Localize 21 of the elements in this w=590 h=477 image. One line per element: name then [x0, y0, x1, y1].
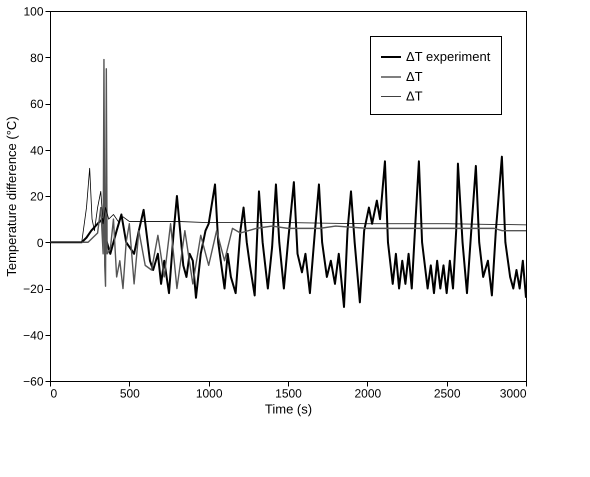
x-tick-label: 2500 [434, 386, 461, 400]
y-tick-label: 60 [30, 97, 44, 111]
x-tick-label: 0 [50, 386, 58, 400]
y-tick-label: 0 [36, 236, 44, 250]
x-tick-label: 1000 [196, 386, 223, 400]
x-tick-label: 2000 [354, 386, 382, 400]
x-axis-title: Time (s) [264, 402, 312, 416]
y-tick-label: −20 [23, 282, 44, 296]
x-tick-label: 500 [120, 386, 140, 400]
x-tick-label: 1500 [275, 386, 302, 400]
y-tick-label: 40 [30, 143, 44, 158]
y-tick-label: 20 [30, 190, 44, 204]
x-tick-label: 3000 [500, 386, 527, 400]
y-tick-label: 80 [30, 50, 44, 65]
legend-label: ΔT [406, 69, 423, 84]
y-tick-label: −40 [23, 328, 44, 342]
y-tick-label: 100 [23, 4, 44, 18]
legend-label: ΔT [406, 88, 423, 104]
y-tick-label: −60 [23, 374, 44, 388]
legend-label: ΔT experiment [406, 49, 491, 64]
y-axis-title: Temperature difference (°C) [4, 116, 20, 277]
